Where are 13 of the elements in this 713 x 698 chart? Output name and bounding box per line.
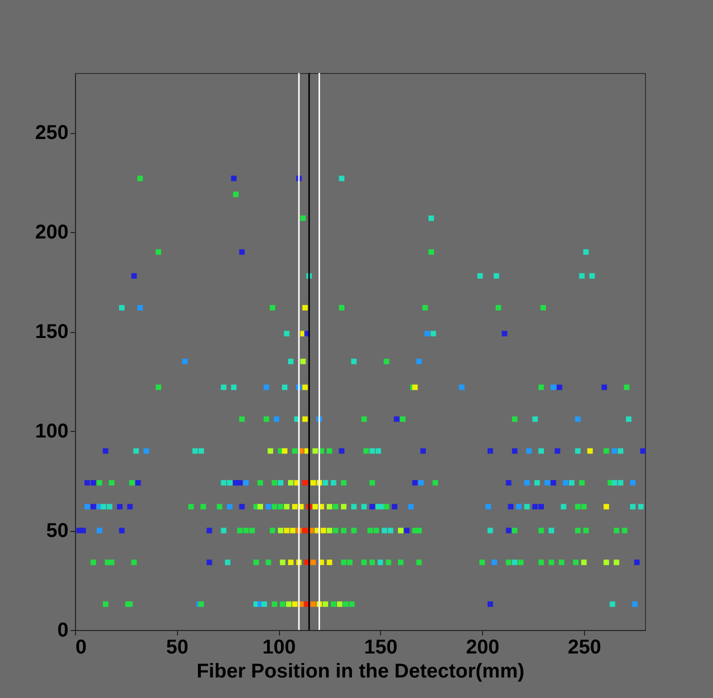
- x-tick-label: 0: [76, 636, 87, 658]
- y-tick-label: 0: [57, 620, 68, 642]
- x-tick-label: 150: [364, 636, 398, 658]
- x-tick-label: 100: [262, 636, 296, 658]
- x-tick-label: 50: [166, 636, 188, 658]
- x-axis-title: Fiber Position in the Detector(mm): [196, 660, 524, 682]
- y-tick-label: 250: [35, 122, 68, 144]
- x-tick-label: 200: [466, 636, 500, 658]
- y-tick-label: 100: [35, 420, 68, 443]
- y-tick-label: 200: [35, 222, 68, 244]
- x-tick-label: 250: [568, 636, 602, 658]
- y-tick-label: 50: [46, 520, 68, 542]
- y-tick-label: 150: [35, 321, 68, 344]
